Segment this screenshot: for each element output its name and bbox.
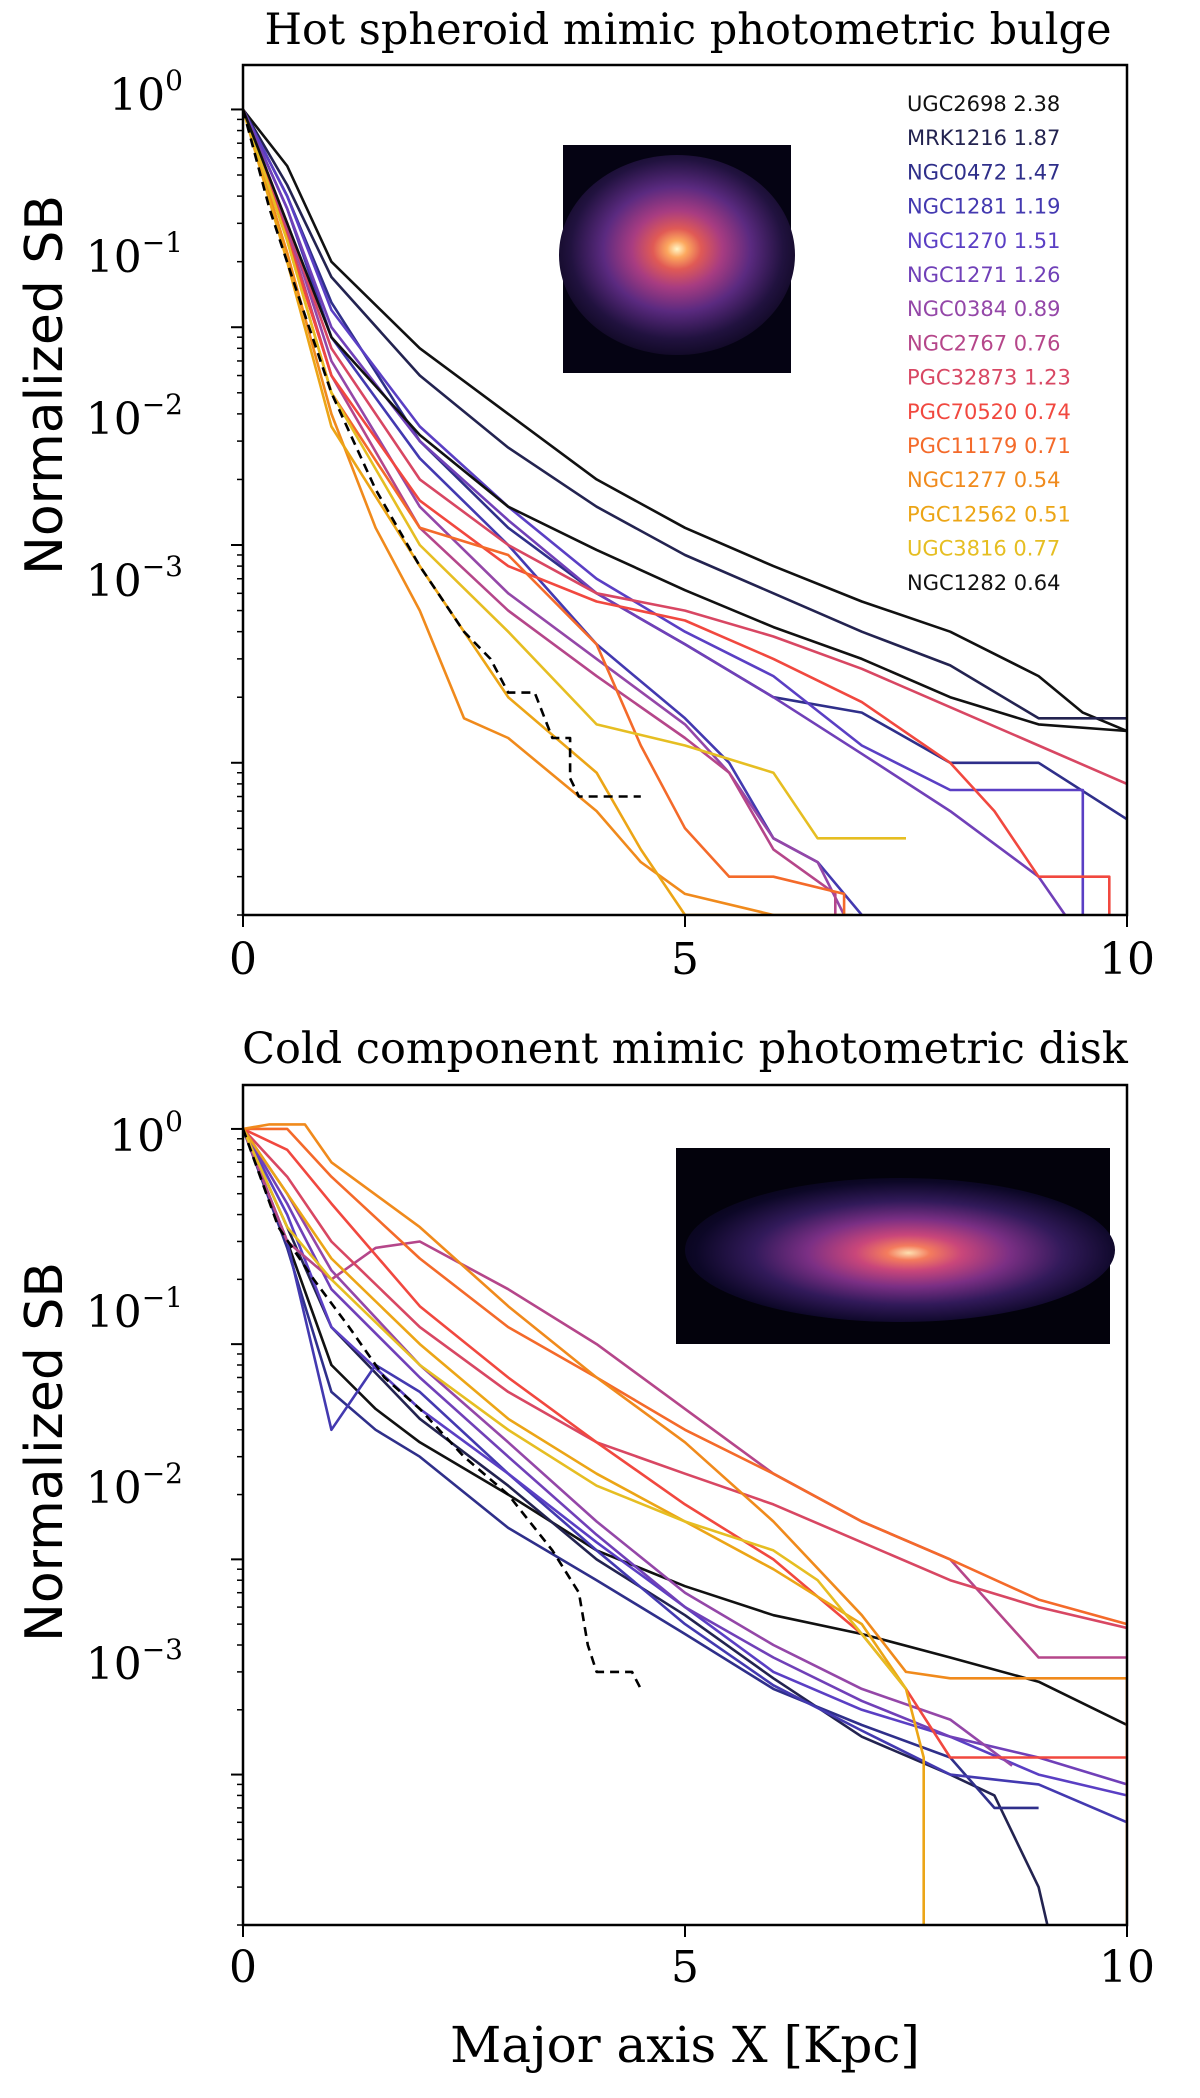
legend-entry-ngc2767: NGC2767 0.76 <box>907 331 1061 355</box>
bulge-inset-image <box>559 145 795 373</box>
bulge-y-tick-label: 10−2 <box>86 388 183 445</box>
legend-entry-ngc1281: NGC1281 1.19 <box>907 195 1061 219</box>
bulge-plot-frame <box>241 63 1129 917</box>
bulge-series-line-ngc1282 <box>243 109 1127 733</box>
disk-panel: Cold component mimic photometric disk No… <box>15 1024 1155 2074</box>
legend-entry-ngc1277: NGC1277 0.54 <box>907 468 1061 492</box>
x-axis-label: Major axis X [Kpc] <box>450 2016 920 2074</box>
bulge-y-tick-labels: 100 10−1 10−2 10−3 <box>86 64 183 607</box>
bulge-y-axis-label: Normalized SB <box>15 195 75 575</box>
bulge-series-line-ugc3816 <box>243 109 906 840</box>
bulge-series-line-ngc1270 <box>243 108 1085 915</box>
legend-entry-ngc0472: NGC0472 1.47 <box>907 160 1061 184</box>
legend-entry-ngc1282: NGC1282 0.64 <box>907 571 1061 595</box>
bulge-legend: UGC2698 2.38 MRK1216 1.87 NGC0472 1.47 NGC1… <box>907 92 1071 595</box>
disk-y-tick-label: 10−3 <box>86 1633 183 1690</box>
bulge-y-tick-label: 10−1 <box>86 226 183 283</box>
disk-series-line-ngc1271 <box>243 1128 1127 1786</box>
bulge-y-tick-label: 100 <box>109 64 183 121</box>
bulge-series-line-reference <box>243 109 641 798</box>
bulge-series-line-pgc12562 <box>243 109 853 915</box>
disk-series-line-pgc12562 <box>243 1128 925 1925</box>
disk-plot-area <box>231 1083 1129 1937</box>
bulge-x-tick-label: 5 <box>671 934 699 985</box>
bulge-inset-glow <box>559 155 795 355</box>
disk-inset-image <box>676 1148 1115 1344</box>
legend-entry-ugc2698: UGC2698 2.38 <box>907 92 1060 116</box>
disk-series-line-pgc32873 <box>243 1128 1127 1630</box>
legend-entry-ngc0384: NGC0384 0.89 <box>907 297 1061 321</box>
disk-x-tick-label: 0 <box>229 1942 257 1993</box>
bulge-plot-area: UGC2698 2.38 MRK1216 1.87 NGC0472 1.47 NGC1… <box>231 63 1129 927</box>
disk-y-tick-label: 100 <box>109 1105 183 1162</box>
disk-axis-ticks <box>231 1127 1128 1937</box>
legend-entry-ugc3816: UGC3816 0.77 <box>907 537 1060 561</box>
bulge-series-lines <box>243 108 1127 915</box>
bulge-panel-title: Hot spheroid mimic photometric bulge <box>264 5 1111 55</box>
disk-y-axis-label: Normalized SB <box>15 1262 75 1642</box>
disk-series-line-ngc0384 <box>243 1128 1013 1767</box>
disk-series-line-pgc70520 <box>243 1127 1127 1759</box>
disk-panel-title: Cold component mimic photometric disk <box>242 1024 1129 1074</box>
disk-series-line-ngc1281 <box>243 1128 1127 1824</box>
disk-x-tick-labels: 0 5 10 <box>229 1942 1155 1993</box>
legend-entry-pgc11179: PGC11179 0.71 <box>907 434 1071 458</box>
bulge-series-line-pgc32873 <box>243 109 1127 786</box>
disk-series-line-ugc3816 <box>243 1128 908 1690</box>
disk-series-line-ngc1270 <box>243 1128 1127 1797</box>
legend-entry-pgc32873: PGC32873 1.23 <box>907 366 1071 390</box>
legend-entry-ngc1270: NGC1270 1.51 <box>907 229 1061 253</box>
disk-x-tick-label: 5 <box>671 1942 699 1993</box>
legend-entry-mrk1216: MRK1216 1.87 <box>907 126 1060 150</box>
bulge-series-line-ngc0384 <box>243 109 846 915</box>
disk-x-tick-label: 10 <box>1099 1942 1155 1993</box>
disk-inset-glow <box>685 1178 1115 1322</box>
legend-entry-pgc70520: PGC70520 0.74 <box>907 400 1071 424</box>
disk-y-tick-labels: 100 10−1 10−2 10−3 <box>86 1105 183 1690</box>
disk-plot-frame <box>241 1083 1129 1927</box>
disk-series-lines <box>243 1123 1127 1925</box>
bulge-y-tick-label: 10−3 <box>86 550 183 607</box>
bulge-x-tick-labels: 0 5 10 <box>229 934 1155 985</box>
disk-y-tick-label: 10−1 <box>86 1281 183 1338</box>
bulge-x-tick-label: 10 <box>1099 934 1155 985</box>
bulge-series-line-pgc70520 <box>243 109 1111 915</box>
bulge-x-tick-label: 0 <box>229 934 257 985</box>
legend-entry-ngc1271: NGC1271 1.26 <box>907 263 1061 287</box>
disk-y-tick-label: 10−2 <box>86 1457 183 1514</box>
legend-entry-pgc12562: PGC12562 0.51 <box>907 502 1071 526</box>
bulge-panel: Hot spheroid mimic photometric bulge Nor… <box>15 5 1155 985</box>
bulge-series-line-ngc1271 <box>243 108 1067 915</box>
disk-series-line-ngc1277 <box>243 1123 1127 1925</box>
bulge-series-line-ugc2698 <box>243 108 1127 733</box>
bulge-series-line-mrk1216 <box>243 108 1127 720</box>
disk-series-line-pgc11179 <box>243 1127 1127 1626</box>
